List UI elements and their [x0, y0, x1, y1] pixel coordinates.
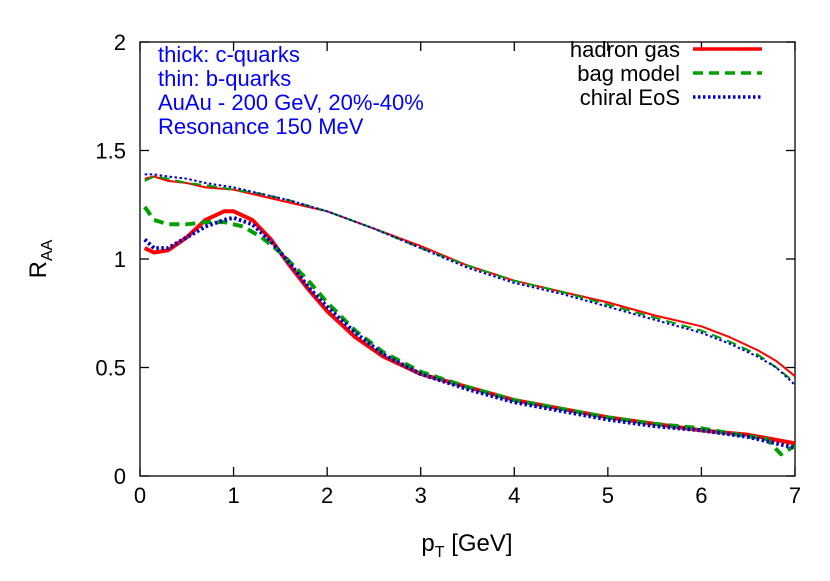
series-line-chiral-eos-thick: [143, 215, 796, 450]
x-tick-label: 0: [134, 483, 146, 508]
x-tick-label: 1: [227, 483, 239, 508]
legend-label-hadron-gas: hadron gas: [570, 37, 680, 62]
x-axis: 0 1 2 3 4 5 6 7: [134, 42, 801, 508]
y-tick-label: 2: [114, 30, 126, 55]
x-tick-label: 5: [602, 483, 614, 508]
x-tick-label: 2: [321, 483, 333, 508]
y-axis: 0 0.5 1 1.5 2: [95, 30, 795, 489]
annotation-line: AuAu - 200 GeV, 20%-40%: [158, 90, 424, 115]
y-axis-label: RAA: [25, 239, 56, 278]
plot-series: [143, 173, 797, 457]
x-tick-label: 4: [508, 483, 520, 508]
legend-label-chiral-eos: chiral EoS: [580, 85, 680, 110]
y-tick-label: 1.5: [95, 139, 126, 164]
series-line-hadron-gas-thin: [144, 175, 796, 377]
annotation-line: Resonance 150 MeV: [158, 114, 364, 139]
series-line-chiral-eos-thin: [144, 173, 796, 386]
x-axis-label: pT [GeV]: [421, 530, 512, 561]
annotation-line: thin: b-quarks: [158, 66, 291, 91]
x-tick-label: 3: [415, 483, 427, 508]
series-line-bag-model-thick: [143, 205, 797, 457]
annotation-block: thick: c-quarks thin: b-quarks AuAu - 20…: [158, 42, 424, 139]
y-tick-label: 0: [114, 464, 126, 489]
series-line-bag-model-thin: [144, 175, 796, 384]
legend: hadron gas bag model chiral EoS: [570, 37, 762, 110]
annotation-line: thick: c-quarks: [158, 42, 300, 67]
y-tick-label: 1: [114, 247, 126, 272]
x-tick-label: 7: [789, 483, 801, 508]
y-tick-label: 0.5: [95, 356, 126, 381]
x-tick-label: 6: [695, 483, 707, 508]
legend-label-bag-model: bag model: [577, 61, 680, 86]
series-line-hadron-gas-thick: [143, 209, 796, 446]
